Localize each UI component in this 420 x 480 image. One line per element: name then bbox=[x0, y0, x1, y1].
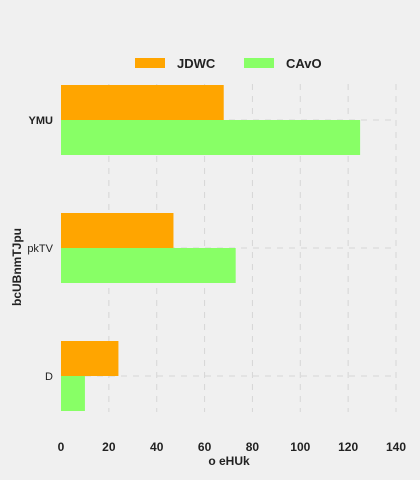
bars bbox=[61, 85, 361, 411]
legend-swatch bbox=[135, 58, 165, 68]
y-axis-title: bcUBnmTJpu bbox=[10, 228, 24, 306]
y-category-label: D bbox=[45, 371, 53, 383]
bar-cavo-pktv bbox=[61, 248, 236, 283]
y-category-label: pkTV bbox=[27, 243, 53, 255]
x-tick-label: 80 bbox=[246, 440, 260, 454]
y-category-label: YMU bbox=[29, 115, 54, 127]
x-tick-label: 40 bbox=[150, 440, 164, 454]
x-axis-title: o eHUk bbox=[208, 454, 250, 468]
bar-jdwc-d bbox=[61, 341, 119, 376]
legend-item-cavo: CAvO bbox=[244, 56, 322, 71]
x-axis-ticks: 0 20 40 60 80 100 120 140 bbox=[58, 440, 407, 454]
x-tick-label: 20 bbox=[102, 440, 116, 454]
x-tick-label: 0 bbox=[58, 440, 65, 454]
legend-label: CAvO bbox=[286, 56, 322, 71]
legend: JDWC CAvO bbox=[135, 56, 322, 71]
bar-jdwc-pktv bbox=[61, 213, 174, 248]
legend-label: JDWC bbox=[177, 56, 216, 71]
x-tick-label: 140 bbox=[386, 440, 406, 454]
bar-cavo-d bbox=[61, 376, 85, 411]
bar-jdwc-ymu bbox=[61, 85, 224, 120]
y-axis-categories: YMU pkTV D bbox=[27, 115, 53, 383]
x-tick-label: 100 bbox=[290, 440, 310, 454]
x-tick-label: 60 bbox=[198, 440, 212, 454]
legend-swatch bbox=[244, 58, 274, 68]
bar-cavo-ymu bbox=[61, 120, 361, 155]
x-tick-label: 120 bbox=[338, 440, 358, 454]
legend-item-jdwc: JDWC bbox=[135, 56, 216, 71]
